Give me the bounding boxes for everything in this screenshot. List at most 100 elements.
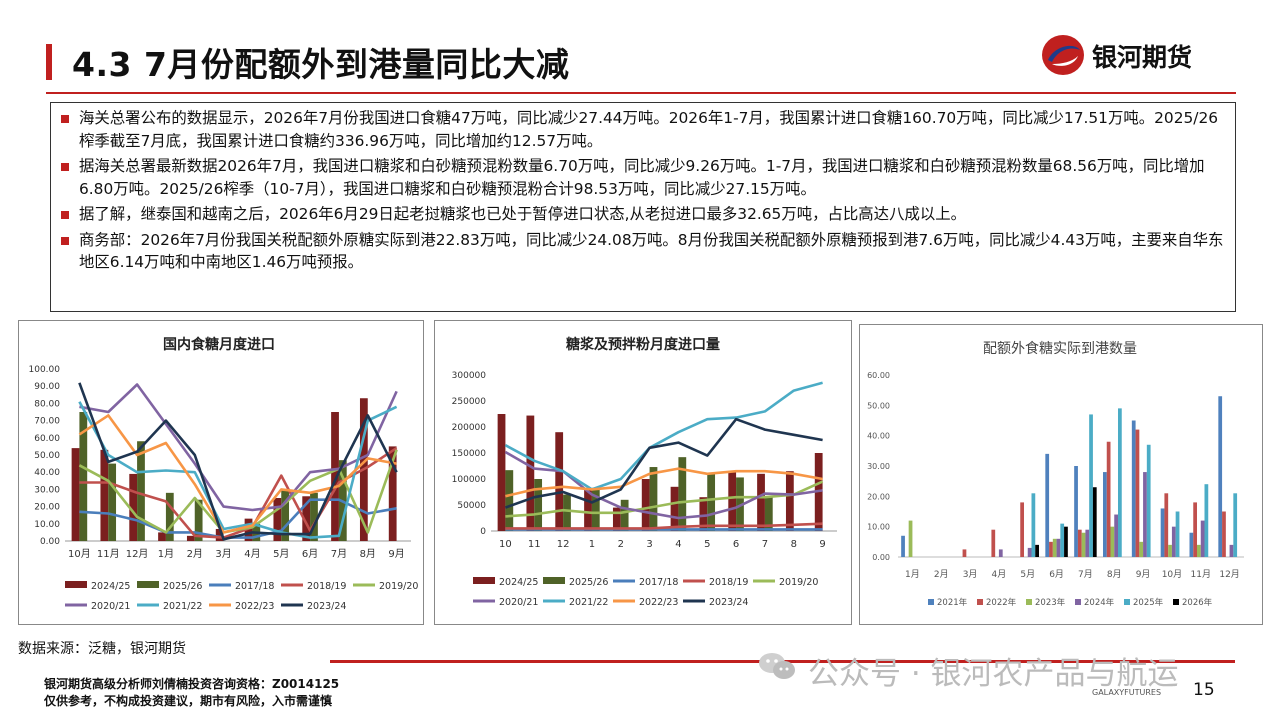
galaxy-futures-label: GALAXYFUTURES bbox=[1092, 688, 1162, 697]
bar-2025/26 bbox=[649, 467, 658, 531]
legend-swatch-2024/25 bbox=[473, 577, 495, 584]
bar-2023年 bbox=[1197, 544, 1201, 557]
line-2020/21 bbox=[504, 450, 823, 520]
galaxy-logo-icon bbox=[1042, 35, 1084, 75]
x-tick-label: 7月 bbox=[331, 548, 347, 560]
bar-2024/25 bbox=[100, 449, 109, 541]
bar-2025/26 bbox=[165, 492, 174, 541]
y-tick-label: 0.00 bbox=[872, 553, 890, 562]
bar-2024/25 bbox=[728, 471, 737, 531]
legend-label-2019/20: 2019/20 bbox=[379, 581, 418, 592]
legend-label-2020/21: 2020/21 bbox=[91, 601, 130, 612]
bar-2022年 bbox=[1049, 541, 1053, 557]
bar-2024年 bbox=[1171, 526, 1176, 557]
y-tick-label: 100.00 bbox=[29, 365, 61, 375]
bar-2025年 bbox=[1233, 493, 1238, 557]
legend-swatch-2021年 bbox=[928, 599, 934, 605]
title-accent-bar bbox=[46, 44, 52, 80]
legend-label-2023/24: 2023/24 bbox=[307, 601, 346, 612]
bar-2024/25 bbox=[129, 473, 138, 541]
line-2022/23 bbox=[505, 467, 823, 498]
x-tick-label: 6月 bbox=[1049, 569, 1064, 580]
line-2018/19 bbox=[505, 522, 823, 530]
bar-2024年 bbox=[1056, 538, 1061, 557]
bar-2021年 bbox=[1189, 532, 1194, 557]
y-tick-label: 300000 bbox=[452, 371, 487, 381]
watermark-text: 公众号 · 银河农产品与航运 bbox=[808, 656, 1179, 692]
legend-label-2023年: 2023年 bbox=[1035, 597, 1066, 608]
legend-swatch-2023年 bbox=[1026, 599, 1032, 605]
legend-swatch-2026年 bbox=[1173, 599, 1179, 605]
x-tick-label: 2月 bbox=[934, 569, 949, 580]
y-tick-label: 40.00 bbox=[34, 468, 60, 478]
legend-label-2022/23: 2022/23 bbox=[235, 601, 274, 612]
bar-2021年 bbox=[901, 535, 905, 557]
bar-2022年 bbox=[1222, 511, 1226, 557]
bar-2024年 bbox=[1200, 520, 1205, 557]
x-tick-label: 5 bbox=[704, 539, 710, 550]
bar-2025/26 bbox=[505, 470, 514, 531]
legend-swatch-2025/26 bbox=[137, 581, 159, 588]
y-tick-label: 10.00 bbox=[867, 523, 890, 532]
x-tick-label: 1 bbox=[589, 539, 595, 550]
bullet-text: 据了解，继泰国和越南之后，2026年6月29日起老挝糖浆也已处于暂停进口状态,从… bbox=[79, 205, 967, 223]
legend-swatch-2024年 bbox=[1075, 599, 1081, 605]
x-tick-label: 6 bbox=[733, 539, 739, 550]
line-2023/24 bbox=[78, 382, 398, 541]
data-source-note: 数据来源：泛糖，银河期货 bbox=[18, 641, 186, 657]
chart-title: 糖浆及预拌粉月度进口量 bbox=[566, 336, 720, 353]
x-tick-label: 6月 bbox=[302, 548, 318, 560]
bar-2025年 bbox=[1146, 444, 1151, 557]
y-tick-label: 60.00 bbox=[34, 434, 60, 444]
bar-2023年 bbox=[1110, 526, 1115, 557]
x-tick-label: 5月 bbox=[1020, 569, 1035, 580]
page-title: 4.3 7月份配额外到港量同比大减 bbox=[72, 45, 570, 84]
bar-2024/25 bbox=[302, 496, 311, 541]
x-tick-label: 3 bbox=[646, 539, 652, 550]
legend-label-2022年: 2022年 bbox=[986, 597, 1017, 608]
bar-2023年 bbox=[1081, 532, 1086, 557]
bar-2024/25 bbox=[641, 479, 650, 531]
bar-2025/26 bbox=[678, 457, 687, 531]
bar-2025/26 bbox=[736, 477, 744, 531]
x-tick-label: 8月 bbox=[360, 548, 376, 560]
bar-2023年 bbox=[1052, 538, 1057, 557]
bar-2024/25 bbox=[699, 497, 708, 531]
x-tick-label: 1月 bbox=[158, 548, 174, 560]
bullet-text: 商务部：2026年7月份我国关税配额外原糖实际到港22.83万吨，同比减少24.… bbox=[79, 230, 1224, 272]
bar-2025/26 bbox=[79, 412, 88, 541]
bar-2025年 bbox=[1031, 493, 1036, 557]
bar-2024/25 bbox=[785, 471, 794, 531]
x-tick-label: 11月 bbox=[1191, 569, 1211, 580]
y-tick-label: 0 bbox=[480, 527, 486, 537]
bar-2024/25 bbox=[273, 498, 282, 541]
bar-2024/25 bbox=[757, 473, 765, 531]
bar-2023年 bbox=[1139, 541, 1144, 557]
bar-2025/26 bbox=[620, 499, 629, 531]
bullet-item: 据了解，继泰国和越南之后，2026年6月29日起老挝糖浆也已处于暂停进口状态,从… bbox=[61, 203, 1227, 226]
legend-label-2026年: 2026年 bbox=[1182, 597, 1213, 608]
legend-label-2025/26: 2025/26 bbox=[163, 581, 202, 592]
y-tick-label: 90.00 bbox=[34, 382, 60, 392]
y-tick-label: 150000 bbox=[452, 449, 487, 459]
chart-title: 国内食糖月度进口 bbox=[163, 336, 275, 353]
chart-panel-quota-arrivals: 配额外食糖实际到港数量 0.00 10.00 20.00 30.00 40.00 50.00… bbox=[859, 324, 1263, 625]
legend-label-2017/18: 2017/18 bbox=[235, 581, 274, 592]
legend-label-2018/19: 2018/19 bbox=[709, 577, 748, 588]
bar-2024年 bbox=[1114, 514, 1118, 557]
risk-disclaimer: 仅供参考，不构成投资建议，期市有风险，入市需谨慎 bbox=[44, 694, 333, 708]
bar-2024/25 bbox=[555, 432, 564, 531]
bar-2025/26 bbox=[108, 463, 117, 541]
y-tick-label: 70.00 bbox=[34, 417, 60, 427]
bar-2024/25 bbox=[388, 446, 397, 541]
x-tick-label: 2月 bbox=[187, 548, 203, 560]
bar-2021年 bbox=[1045, 453, 1050, 557]
bullet-marker-icon bbox=[61, 236, 69, 245]
bar-2022年 bbox=[1106, 441, 1111, 557]
y-tick-label: 200000 bbox=[452, 423, 487, 433]
y-tick-label: 30.00 bbox=[34, 485, 60, 495]
legend-swatch-2025/26 bbox=[543, 577, 565, 584]
bar-2025年 bbox=[1175, 511, 1180, 557]
x-tick-label: 10月 bbox=[1162, 569, 1182, 580]
page-number: 15 bbox=[1193, 680, 1215, 700]
